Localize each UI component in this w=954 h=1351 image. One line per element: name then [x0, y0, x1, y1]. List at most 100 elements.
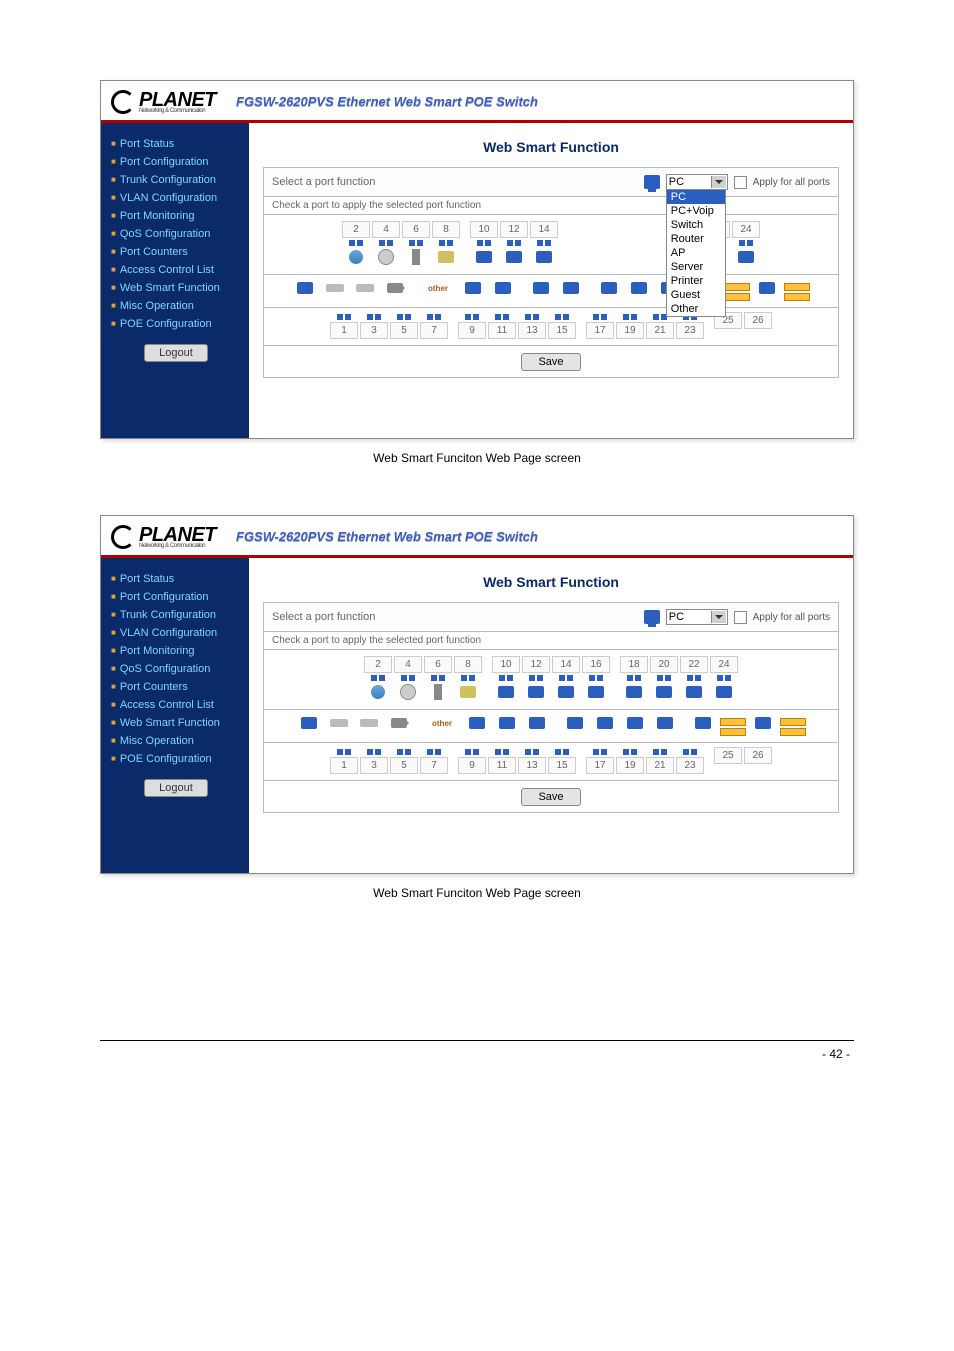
sidebar-item-port-configuration[interactable]: ■Port Configuration — [111, 588, 241, 606]
port-number[interactable]: 11 — [488, 757, 516, 774]
dropdown-value: PC — [669, 176, 684, 188]
logout-button[interactable]: Logout — [144, 779, 208, 797]
sidebar-item-qos-configuration[interactable]: ■QoS Configuration — [111, 225, 241, 243]
port-number[interactable]: 13 — [518, 757, 546, 774]
pc-icon — [529, 717, 545, 729]
dropdown-option[interactable]: Printer — [667, 274, 725, 288]
sidebar-item-misc-operation[interactable]: ■Misc Operation — [111, 297, 241, 315]
port-number[interactable]: 15 — [548, 757, 576, 774]
port-number[interactable]: 26 — [744, 312, 772, 329]
port-number[interactable]: 21 — [646, 322, 674, 339]
port-number[interactable]: 16 — [582, 656, 610, 673]
footer-rule — [100, 1040, 854, 1041]
dropdown-option[interactable]: PC — [667, 190, 725, 204]
port-number[interactable]: 5 — [390, 322, 418, 339]
port-number[interactable]: 20 — [650, 656, 678, 673]
pc-icon — [644, 175, 660, 189]
save-button[interactable]: Save — [521, 788, 580, 806]
port-number[interactable]: 5 — [390, 757, 418, 774]
port-number[interactable]: 24 — [710, 656, 738, 673]
port-number[interactable]: 7 — [420, 757, 448, 774]
function-dropdown[interactable]: PC — [666, 609, 728, 625]
sidebar-item-vlan-configuration[interactable]: ■VLAN Configuration — [111, 624, 241, 642]
port-number[interactable]: 4 — [372, 221, 400, 238]
sidebar-item-port-monitoring[interactable]: ■Port Monitoring — [111, 207, 241, 225]
port-number[interactable]: 23 — [676, 757, 704, 774]
port-number[interactable]: 24 — [732, 221, 760, 238]
port-number[interactable]: 12 — [522, 656, 550, 673]
port-number[interactable]: 17 — [586, 757, 614, 774]
port-number[interactable]: 21 — [646, 757, 674, 774]
function-dropdown[interactable]: PC PC PC+Voip Switch Router AP Server Pr… — [666, 174, 728, 190]
sidebar-item-trunk-configuration[interactable]: ■Trunk Configuration — [111, 606, 241, 624]
port-number[interactable]: 4 — [394, 656, 422, 673]
port-number[interactable]: 8 — [454, 656, 482, 673]
sidebar-item-port-status[interactable]: ■Port Status — [111, 570, 241, 588]
dropdown-list[interactable]: PC PC+Voip Switch Router AP Server Print… — [666, 189, 726, 317]
port-number[interactable]: 14 — [530, 221, 558, 238]
chevron-down-icon[interactable] — [711, 611, 726, 623]
port-number[interactable]: 26 — [744, 747, 772, 764]
port-number[interactable]: 8 — [432, 221, 460, 238]
pc-icon — [498, 686, 514, 698]
port-number[interactable]: 1 — [330, 322, 358, 339]
port-number[interactable]: 3 — [360, 322, 388, 339]
sidebar-item-port-counters[interactable]: ■Port Counters — [111, 243, 241, 261]
figure-caption-1: Web Smart Funciton Web Page screen — [100, 451, 854, 465]
port-number[interactable]: 6 — [402, 221, 430, 238]
dropdown-option[interactable]: Switch — [667, 218, 725, 232]
save-button[interactable]: Save — [521, 353, 580, 371]
port-number[interactable]: 2 — [342, 221, 370, 238]
port-number[interactable]: 10 — [470, 221, 498, 238]
sidebar-item-access-control-list[interactable]: ■Access Control List — [111, 261, 241, 279]
dropdown-option[interactable]: PC+Voip — [667, 204, 725, 218]
port-number[interactable]: 11 — [488, 322, 516, 339]
dropdown-option[interactable]: Router — [667, 232, 725, 246]
port-number[interactable]: 9 — [458, 757, 486, 774]
port-number[interactable]: 19 — [616, 757, 644, 774]
port-number[interactable]: 6 — [424, 656, 452, 673]
dropdown-option[interactable]: Server — [667, 260, 725, 274]
port-number[interactable]: 25 — [714, 747, 742, 764]
port-number[interactable]: 12 — [500, 221, 528, 238]
port-number[interactable]: 14 — [552, 656, 580, 673]
port-number[interactable]: 19 — [616, 322, 644, 339]
port-number[interactable]: 2 — [364, 656, 392, 673]
sidebar-item-misc-operation[interactable]: ■Misc Operation — [111, 732, 241, 750]
pc-icon — [597, 717, 613, 729]
port-number[interactable]: 1 — [330, 757, 358, 774]
sidebar-item-port-counters[interactable]: ■Port Counters — [111, 678, 241, 696]
port-number[interactable]: 13 — [518, 322, 546, 339]
port-number[interactable]: 18 — [620, 656, 648, 673]
sidebar-item-trunk-configuration[interactable]: ■Trunk Configuration — [111, 171, 241, 189]
pc-icon — [686, 686, 702, 698]
top-bar: PLANET Networking & Communication FGSW-2… — [101, 516, 853, 558]
sidebar-item-web-smart-function[interactable]: ■Web Smart Function — [111, 714, 241, 732]
dropdown-option[interactable]: AP — [667, 246, 725, 260]
sidebar-item-port-configuration[interactable]: ■Port Configuration — [111, 153, 241, 171]
sidebar-item-poe-configuration[interactable]: ■POE Configuration — [111, 750, 241, 768]
sidebar-item-qos-configuration[interactable]: ■QoS Configuration — [111, 660, 241, 678]
port-number[interactable]: 9 — [458, 322, 486, 339]
sidebar-item-web-smart-function[interactable]: ■Web Smart Function — [111, 279, 241, 297]
port-number[interactable]: 22 — [680, 656, 708, 673]
port-number[interactable]: 15 — [548, 322, 576, 339]
sidebar-item-port-status[interactable]: ■Port Status — [111, 135, 241, 153]
apply-all-checkbox[interactable] — [734, 611, 747, 624]
dropdown-option[interactable]: Guest — [667, 288, 725, 302]
port-number[interactable]: 17 — [586, 322, 614, 339]
port-number[interactable]: 3 — [360, 757, 388, 774]
sidebar-item-port-monitoring[interactable]: ■Port Monitoring — [111, 642, 241, 660]
sidebar-item-access-control-list[interactable]: ■Access Control List — [111, 696, 241, 714]
port-number[interactable]: 10 — [492, 656, 520, 673]
dropdown-option[interactable]: Other — [667, 302, 725, 316]
apply-all-checkbox[interactable] — [734, 176, 747, 189]
port-number[interactable]: 7 — [420, 322, 448, 339]
port-number[interactable]: 23 — [676, 322, 704, 339]
sidebar-item-poe-configuration[interactable]: ■POE Configuration — [111, 315, 241, 333]
chevron-down-icon[interactable] — [711, 176, 726, 188]
sidebar-item-vlan-configuration[interactable]: ■VLAN Configuration — [111, 189, 241, 207]
sidebar: ■Port Status ■Port Configuration ■Trunk … — [101, 558, 249, 873]
select-function-label: Select a port function — [272, 611, 375, 623]
logout-button[interactable]: Logout — [144, 344, 208, 362]
